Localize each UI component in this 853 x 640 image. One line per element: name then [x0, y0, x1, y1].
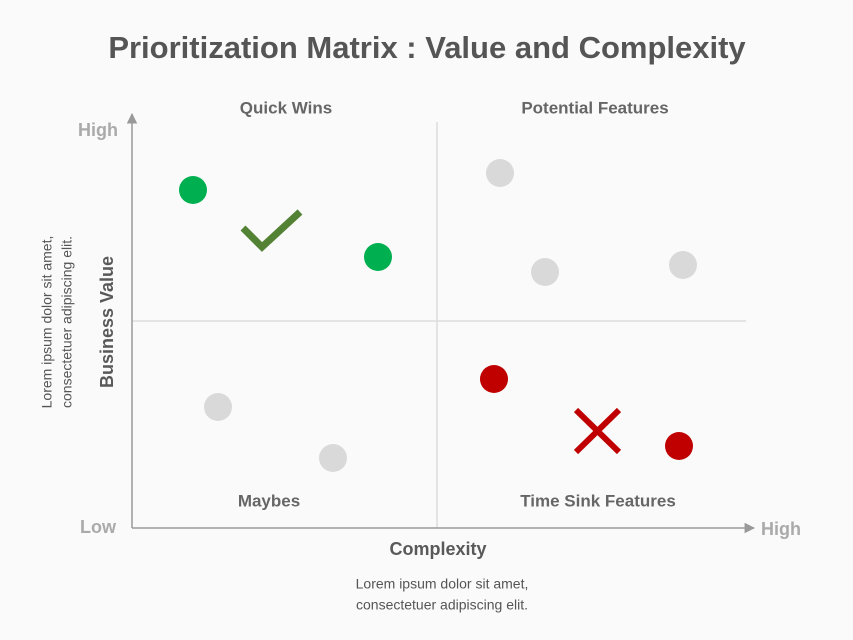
x-note: consectetuer adipiscing elit.	[356, 597, 528, 613]
green-dot	[364, 243, 392, 271]
quadrant-label: Maybes	[238, 491, 300, 510]
cross-icon	[573, 407, 622, 455]
y-axis-label: Business Value	[97, 256, 117, 388]
x-note: Lorem ipsum dolor sit amet,	[356, 576, 529, 592]
quadrant-label: Quick Wins	[240, 98, 332, 117]
gray-dot	[531, 258, 559, 286]
y-note: Lorem ipsum dolor sit amet,	[39, 236, 55, 409]
y-low: Low	[80, 517, 117, 537]
red-dot	[480, 365, 508, 393]
dots	[179, 159, 697, 472]
check-icon	[240, 209, 303, 252]
x-axis-label: Complexity	[389, 539, 486, 559]
quadrant-label: Time Sink Features	[520, 491, 676, 510]
red-dot	[665, 432, 693, 460]
gray-dot	[486, 159, 514, 187]
y-note: consectetuer adipiscing elit.	[59, 236, 75, 408]
x-high: High	[761, 519, 801, 539]
gray-dot	[669, 251, 697, 279]
quadrant-label: Potential Features	[521, 98, 668, 117]
y-high: High	[78, 120, 118, 140]
title: Prioritization Matrix : Value and Comple…	[108, 30, 746, 65]
green-dot	[179, 176, 207, 204]
gray-dot	[204, 393, 232, 421]
gray-dot	[319, 444, 347, 472]
